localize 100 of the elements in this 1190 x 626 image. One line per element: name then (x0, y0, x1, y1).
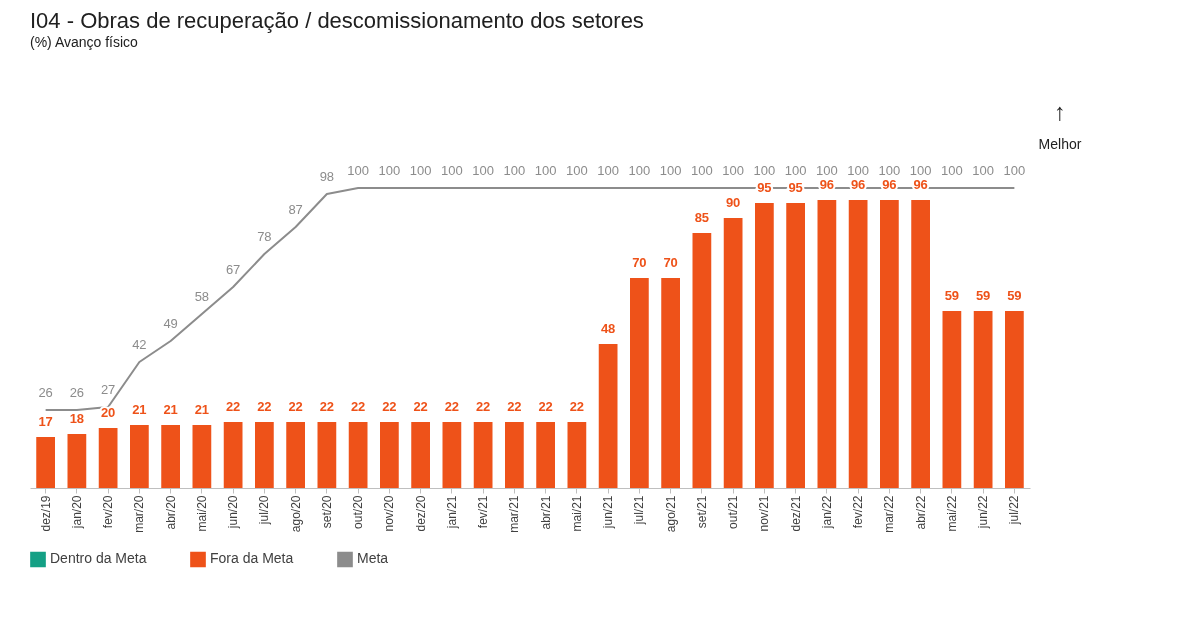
data-label: 22 (288, 399, 303, 414)
x-tick-label: out/20 (351, 495, 366, 529)
data-label: 22 (350, 399, 366, 414)
bar (473, 422, 493, 488)
bar (973, 311, 993, 488)
bar (848, 200, 868, 488)
data-label: 21 (163, 402, 178, 417)
data-label: 100 (816, 163, 838, 178)
x-tick-label: mar/22 (882, 495, 897, 533)
x-tick-label: jan/22 (819, 495, 834, 530)
data-label: 100 (722, 163, 744, 178)
bar (723, 218, 743, 488)
data-label: 22 (319, 399, 335, 414)
data-label: 18 (69, 411, 85, 426)
x-tick-label: abr/20 (163, 495, 178, 530)
data-label: 85 (694, 210, 710, 225)
bar (98, 428, 118, 488)
data-label: 26 (69, 385, 85, 400)
data-label: 20 (100, 405, 116, 420)
bar (755, 203, 774, 488)
data-label: 96 (819, 177, 835, 192)
bar (786, 203, 805, 488)
x-tick-label: jan/20 (69, 495, 84, 530)
data-label: 87 (288, 202, 303, 217)
x-tick-label: abr/22 (913, 495, 928, 530)
bar (536, 422, 555, 488)
data-label: 78 (257, 229, 272, 244)
x-tick-label: ago/21 (663, 495, 678, 533)
text: ↑ (1054, 98, 1066, 125)
bar (942, 311, 962, 488)
data-label: 70 (663, 255, 678, 270)
data-label: 59 (1007, 288, 1022, 303)
data-label: 59 (975, 288, 991, 303)
data-label: 96 (882, 177, 897, 192)
x-tick-label: fev/21 (476, 495, 491, 529)
data-label: 100 (378, 163, 401, 178)
bar (411, 422, 430, 488)
x-tick-label: jun/22 (976, 495, 991, 530)
bar (692, 233, 712, 488)
data-label: 59 (944, 288, 960, 303)
x-tick-label: mai/21 (569, 495, 584, 532)
data-label: 22 (257, 399, 272, 414)
x-tick-label: fev/20 (101, 495, 116, 529)
bar (67, 434, 87, 488)
data-label: 98 (319, 169, 335, 184)
text: Melhor (1038, 136, 1082, 152)
x-tick-label: ago/20 (288, 495, 303, 533)
data-label: 100 (441, 163, 463, 178)
bar (380, 422, 399, 488)
data-label: 48 (600, 321, 616, 336)
data-label: 58 (194, 289, 210, 304)
bar (192, 425, 212, 488)
data-label: 100 (472, 163, 494, 178)
data-label: 67 (225, 262, 241, 277)
x-tick-label: mar/20 (132, 495, 147, 533)
data-label: 49 (163, 316, 178, 331)
x-tick-label: set/21 (694, 495, 709, 529)
data-label: 100 (878, 163, 901, 178)
data-label: 100 (1003, 163, 1026, 178)
bar (880, 200, 899, 488)
x-tick-label: jun/20 (226, 495, 241, 530)
data-label: 100 (784, 163, 807, 178)
data-label: 100 (628, 163, 651, 178)
bar (911, 200, 930, 488)
data-label: 22 (225, 399, 241, 414)
data-label: 100 (534, 163, 557, 178)
data-label: 100 (597, 163, 619, 178)
data-label: 26 (38, 385, 53, 400)
x-tick-label: mar/21 (507, 495, 522, 533)
legend-label: Fora da Meta (210, 550, 294, 567)
bar (286, 422, 305, 488)
bar (661, 278, 680, 488)
data-label: 100 (503, 163, 526, 178)
data-label: 90 (725, 195, 741, 210)
data-label: 100 (409, 163, 432, 178)
data-label: 22 (538, 399, 553, 414)
data-label: 100 (972, 163, 994, 178)
data-label: 27 (100, 382, 116, 397)
bar (130, 425, 149, 488)
x-tick-label: jul/22 (1007, 495, 1022, 526)
bar (598, 344, 618, 488)
x-tick-label: dez/21 (788, 495, 803, 532)
bar (223, 422, 243, 488)
data-label: 100 (347, 163, 369, 178)
x-tick-label: jul/21 (632, 495, 647, 526)
bar (317, 422, 337, 488)
data-label: 22 (475, 399, 491, 414)
bar (817, 200, 837, 488)
data-label: 22 (382, 399, 397, 414)
data-label: 100 (691, 163, 713, 178)
data-label: 100 (566, 163, 588, 178)
data-label: 100 (909, 163, 932, 178)
data-label: 21 (194, 402, 210, 417)
data-label: 96 (850, 177, 866, 192)
data-label: 21 (132, 402, 147, 417)
bar (36, 437, 55, 488)
x-tick-label: fev/22 (851, 495, 866, 529)
x-tick-label: mai/22 (944, 495, 959, 532)
x-tick-label: out/21 (726, 495, 741, 529)
data-label: 100 (847, 163, 869, 178)
